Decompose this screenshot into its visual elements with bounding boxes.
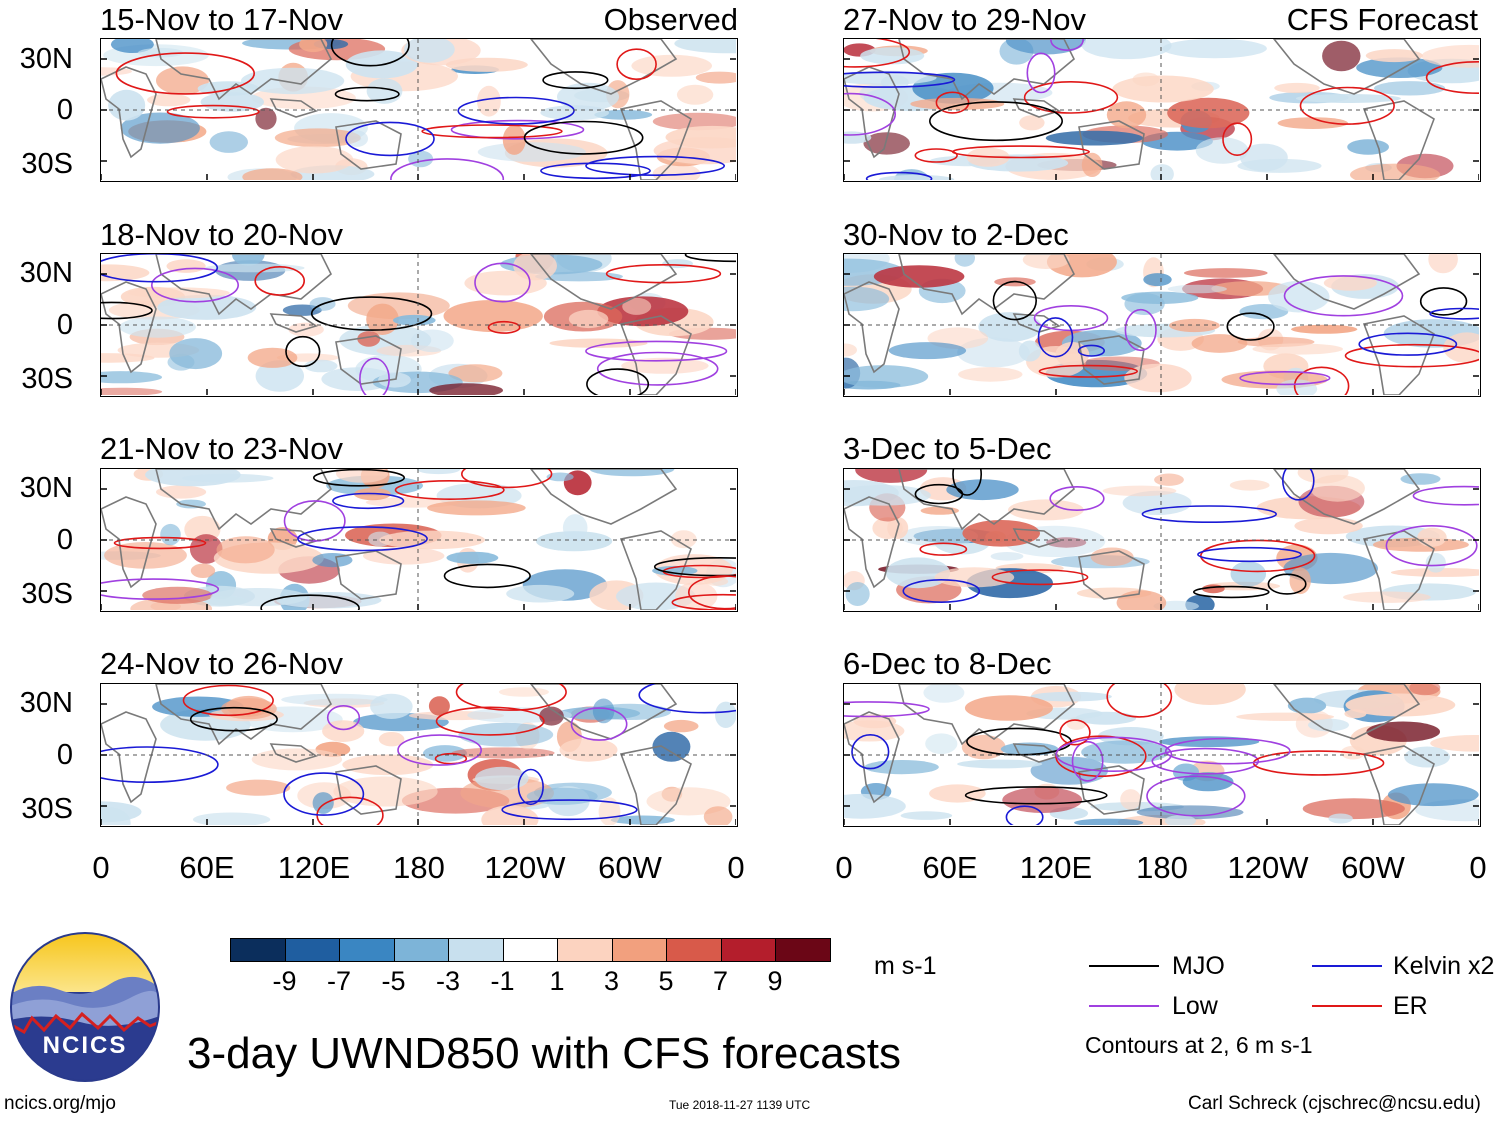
colorbar-tick-label: -3: [435, 966, 460, 996]
legend-low-line: [1089, 1005, 1159, 1007]
panel-title-obs-3: 21-Nov to 23-Nov: [100, 431, 343, 466]
lat-label-30s: 30S: [21, 148, 73, 180]
colorbar-swatch: [339, 938, 395, 962]
map-panel-fc-4: [843, 683, 1481, 827]
lon-label-120e: 120E: [277, 850, 351, 885]
lat-label-30s: 30S: [21, 793, 73, 825]
ncics-logo-graphic: [10, 932, 160, 1082]
colorbar-tick-label: -9: [272, 966, 297, 996]
colorbar-swatch: [775, 938, 831, 962]
ncics-logo: NCICS: [10, 932, 160, 1082]
legend-low-label: Low: [1172, 992, 1218, 1020]
panel-title-fc-3: 3-Dec to 5-Dec: [843, 431, 1052, 466]
map-panel-fc-2: [843, 253, 1481, 397]
colorbar-tick-label: 7: [712, 966, 729, 996]
lat-label-30n: 30N: [19, 472, 73, 504]
lat-label-eq: 0: [56, 524, 73, 556]
lon-label-60w: 60W: [1341, 850, 1405, 885]
lat-label-eq: 0: [56, 94, 73, 126]
lon-label-180: 180: [393, 850, 445, 885]
lat-label-30n: 30N: [19, 43, 73, 75]
lat-label-30n: 30N: [19, 257, 73, 289]
footer-author: Carl Schreck (cjschrec@ncsu.edu): [1188, 1093, 1481, 1114]
lon-label-60e: 60E: [179, 850, 235, 885]
legend-mjo-label: MJO: [1172, 952, 1225, 980]
panel-title-fc-4: 6-Dec to 8-Dec: [843, 646, 1052, 681]
colorbar-tick-label: -1: [490, 966, 515, 996]
lat-label-eq: 0: [56, 739, 73, 771]
legend-er-line: [1312, 1005, 1382, 1007]
colorbar-swatch: [557, 938, 613, 962]
colorbar-swatch: [230, 938, 286, 962]
colorbar-tick-label: 1: [549, 966, 565, 996]
colorbar-swatch: [666, 938, 722, 962]
lon-label-0: 0: [92, 850, 110, 885]
colorbar-tick-label: -5: [381, 966, 406, 996]
panel-title-fc-2: 30-Nov to 2-Dec: [843, 217, 1069, 252]
footer-timestamp: Tue 2018-11-27 1139 UTC: [669, 1098, 811, 1112]
lat-label-30s: 30S: [21, 578, 73, 610]
observed-label: Observed: [603, 2, 738, 37]
legend-kelvin-label: Kelvin x2: [1393, 952, 1495, 980]
main-title: 3-day UWND850 with CFS forecasts: [187, 1029, 901, 1078]
panel-title-obs-4: 24-Nov to 26-Nov: [100, 646, 343, 681]
forecast-label: CFS Forecast: [1286, 2, 1478, 37]
map-panel-obs-4: [100, 683, 738, 827]
lat-label-30s: 30S: [21, 363, 73, 395]
legend-note: Contours at 2, 6 m s-1: [1085, 1032, 1313, 1058]
lon-label-0-east: 0: [1469, 850, 1487, 885]
colorbar-swatch: [502, 938, 558, 962]
panel-title-obs-2: 18-Nov to 20-Nov: [100, 217, 343, 252]
colorbar-tick-label: -7: [326, 966, 351, 996]
colorbar-tick-label: 3: [603, 966, 620, 996]
map-panel-obs-2: [100, 253, 738, 397]
lon-label-180: 180: [1136, 850, 1188, 885]
colorbar-swatch: [720, 938, 776, 962]
legend-er-label: ER: [1393, 992, 1428, 1020]
colorbar-swatch: [448, 938, 504, 962]
colorbar-swatch: [611, 938, 667, 962]
panel-title-obs-1: 15-Nov to 17-Nov: [100, 2, 343, 37]
colorbar-tick-label: 5: [658, 966, 674, 996]
lat-label-eq: 0: [56, 309, 73, 341]
map-panel-obs-1: [100, 38, 738, 182]
map-panel-obs-3: [100, 468, 738, 612]
colorbar-swatch: [284, 938, 340, 962]
lat-label-30n: 30N: [19, 687, 73, 719]
map-panel-fc-3: [843, 468, 1481, 612]
lon-label-0: 0: [835, 850, 853, 885]
panel-title-fc-1: 27-Nov to 29-Nov: [843, 2, 1086, 37]
units-label: m s-1: [874, 952, 937, 980]
colorbar-tick-label: 9: [767, 966, 783, 996]
lon-label-120w: 120W: [484, 850, 566, 885]
logo-text: NCICS: [42, 1032, 128, 1059]
legend-mjo-line: [1089, 965, 1159, 967]
lon-label-60e: 60E: [922, 850, 978, 885]
lon-label-0-east: 0: [727, 850, 745, 885]
map-panel-fc-1: [843, 38, 1481, 182]
lon-label-60w: 60W: [598, 850, 662, 885]
colorbar-swatch: [393, 938, 449, 962]
lon-label-120e: 120E: [1019, 850, 1093, 885]
lon-label-120w: 120W: [1227, 850, 1309, 885]
legend-kelvin-line: [1312, 965, 1382, 967]
footer-url[interactable]: ncics.org/mjo: [4, 1093, 116, 1114]
